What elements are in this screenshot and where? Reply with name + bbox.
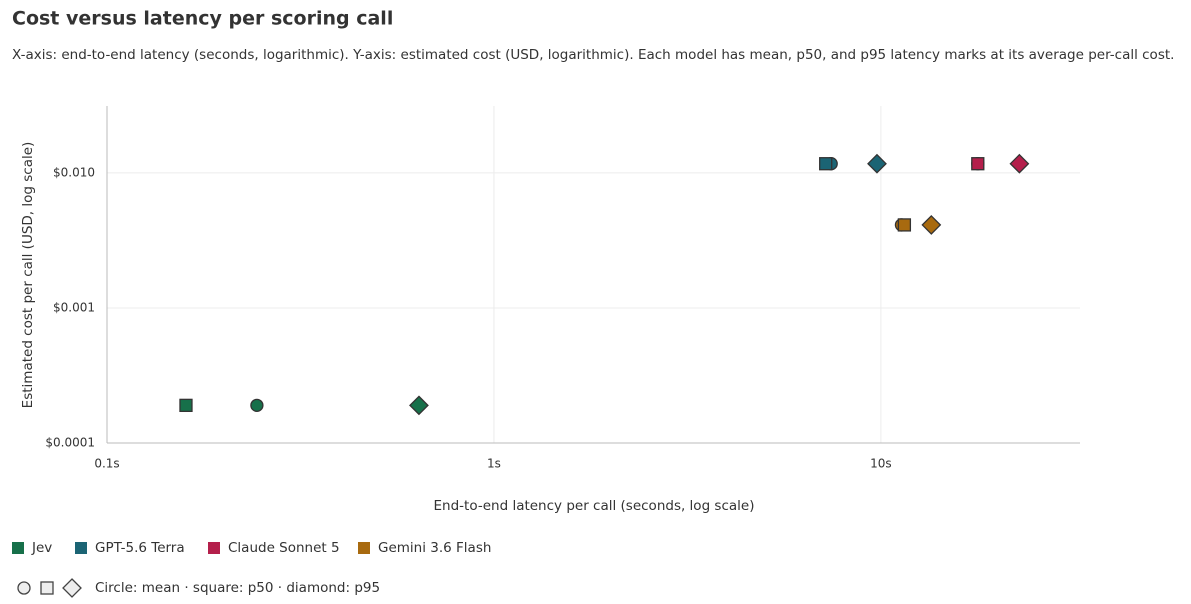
p50-marker xyxy=(819,157,833,171)
legend-label: Gemini 3.6 Flash xyxy=(378,540,491,556)
p50-marker xyxy=(179,398,193,413)
legend-swatch xyxy=(75,542,87,554)
p95-marker xyxy=(1009,153,1030,174)
y-tick-label: $0.001 xyxy=(53,300,95,314)
p95-marker xyxy=(867,153,887,174)
p95-marker xyxy=(921,215,942,235)
y-tick-label: $0.0001 xyxy=(45,436,95,450)
x-axis-label: End-to-end latency per call (seconds, lo… xyxy=(434,498,755,514)
legend-square xyxy=(40,581,54,595)
x-tick-label: 0.1s xyxy=(94,457,119,471)
p50-marker xyxy=(897,218,912,232)
legend-swatch xyxy=(358,542,370,554)
p95-marker xyxy=(409,395,429,416)
legend-diamond xyxy=(62,578,82,598)
x-tick-label: 10s xyxy=(870,457,892,471)
mean-marker xyxy=(250,398,264,413)
legend-label: Jev xyxy=(31,540,52,556)
legend-label: GPT-5.6 Terra xyxy=(95,540,185,556)
shape-legend-text: Circle: mean · square: p50 · diamond: p9… xyxy=(95,580,380,596)
chart-title: Cost versus latency per scoring call xyxy=(12,8,393,30)
legend-swatch xyxy=(208,542,220,554)
shape-legend: Circle: mean · square: p50 · diamond: p9… xyxy=(17,578,380,598)
y-tick-label: $0.010 xyxy=(53,165,95,179)
legend-label: Claude Sonnet 5 xyxy=(228,540,340,556)
x-tick-label: 1s xyxy=(487,457,501,471)
p50-marker xyxy=(971,157,985,171)
legend-circle xyxy=(17,581,31,595)
legend-swatch xyxy=(12,542,24,554)
y-axis-label: Estimated cost per call (USD, log scale) xyxy=(20,142,36,409)
chart-subtitle: X-axis: end-to-end latency (seconds, log… xyxy=(12,47,1174,63)
